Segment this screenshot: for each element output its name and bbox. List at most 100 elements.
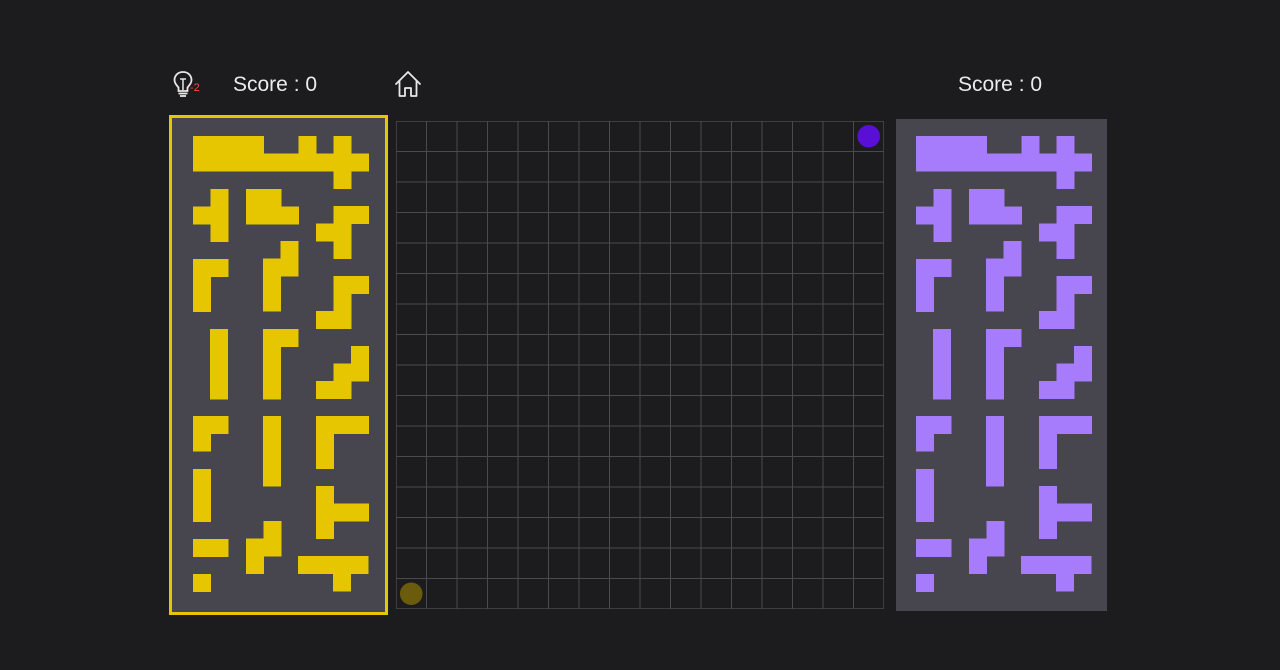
piece-cell	[263, 521, 282, 539]
piece-cell	[1056, 223, 1075, 242]
player-right-piece[interactable]	[969, 521, 1005, 574]
piece-cell	[1056, 136, 1075, 154]
piece-cell	[263, 381, 281, 400]
player-left-piece[interactable]	[298, 556, 369, 592]
player-left-piece[interactable]	[193, 469, 211, 522]
piece-cell	[986, 538, 1005, 557]
player-left-piece[interactable]	[316, 486, 369, 539]
piece-cell	[1004, 153, 1022, 172]
piece-cell	[986, 329, 1004, 347]
player-right-piece[interactable]	[986, 329, 1022, 400]
player-right-piece[interactable]	[969, 136, 1040, 172]
piece-cell	[193, 574, 211, 592]
piece-cell	[916, 153, 934, 172]
player-left-piece[interactable]	[316, 346, 369, 399]
player-right-piece[interactable]	[916, 574, 934, 592]
player-left-piece[interactable]	[263, 416, 281, 487]
piece-cell	[986, 206, 1005, 225]
piece-cell	[916, 276, 934, 295]
piece-cell	[246, 556, 264, 574]
player-right-piece[interactable]	[986, 241, 1022, 312]
player-right-piece[interactable]	[969, 189, 1022, 225]
player-right-piece[interactable]	[916, 469, 934, 522]
player-right-piece[interactable]	[916, 539, 952, 557]
piece-cell	[916, 504, 934, 522]
player-right-piece[interactable]	[1039, 136, 1092, 189]
piece-cell	[210, 153, 229, 172]
piece-cell	[1039, 311, 1057, 329]
piece-cell	[350, 556, 369, 574]
player-right-piece[interactable]	[1039, 416, 1092, 469]
piece-cell	[1003, 329, 1022, 347]
player-right-piece[interactable]	[916, 189, 952, 242]
piece-cell	[193, 276, 211, 295]
piece-cell	[933, 153, 952, 172]
player-right-piece[interactable]	[916, 416, 952, 452]
piece-cell	[969, 153, 987, 172]
player-left-piece[interactable]	[193, 416, 229, 452]
piece-cell	[193, 136, 211, 154]
player-left-piece[interactable]	[316, 416, 369, 469]
piece-cell	[333, 311, 352, 329]
piece-cell	[986, 276, 1004, 294]
player-left-piece[interactable]	[263, 241, 299, 312]
player-right-piece[interactable]	[1039, 346, 1092, 399]
piece-cell	[1021, 556, 1039, 574]
piece-cell	[246, 136, 264, 154]
player-left-piece[interactable]	[316, 206, 369, 259]
game-board[interactable]	[395, 120, 885, 610]
player-right-piece[interactable]	[1021, 556, 1092, 592]
player-right-piece[interactable]	[933, 329, 951, 400]
piece-cell	[280, 258, 299, 277]
player-right-piece[interactable]	[916, 259, 952, 312]
piece-cell	[263, 206, 282, 225]
piece-cell	[969, 556, 987, 574]
piece-cell	[969, 538, 987, 557]
piece-cell	[193, 416, 211, 434]
piece-cell	[986, 381, 1004, 400]
piece-cell	[333, 136, 352, 154]
player-left-piece[interactable]	[246, 521, 282, 574]
piece-cell	[933, 364, 951, 382]
piece-cell	[333, 153, 352, 172]
piece-cell	[263, 346, 281, 365]
piece-cell	[263, 153, 282, 172]
player-left-piece[interactable]	[316, 136, 369, 189]
player-right-piece[interactable]	[1039, 486, 1092, 539]
piece-cell	[1056, 556, 1074, 574]
piece-cell	[210, 329, 228, 347]
piece-cell	[263, 276, 281, 294]
player-left-piece[interactable]	[193, 259, 229, 312]
piece-cell	[1074, 416, 1092, 434]
player-left-piece[interactable]	[193, 574, 211, 592]
piece-cell	[1039, 486, 1057, 504]
piece-cell	[228, 153, 246, 172]
home-icon	[395, 71, 421, 97]
player-right-piece[interactable]	[1039, 276, 1092, 329]
player-left-piece[interactable]	[210, 329, 228, 400]
hint-button[interactable]: -2	[172, 70, 208, 100]
piece-cell	[333, 363, 352, 382]
player-left-piece[interactable]	[246, 136, 317, 172]
home-button[interactable]	[393, 69, 423, 99]
piece-cell	[986, 521, 1005, 539]
player-left-piece[interactable]	[246, 189, 299, 225]
piece-cell	[193, 486, 211, 505]
piece-cell	[986, 189, 1005, 207]
piece-cell	[986, 451, 1004, 469]
player-left-piece[interactable]	[263, 329, 299, 400]
piece-cell	[316, 521, 334, 539]
piece-cell	[263, 258, 281, 277]
player-left-piece[interactable]	[193, 189, 229, 242]
piece-cell	[316, 223, 334, 242]
player-left-piece[interactable]	[193, 539, 229, 557]
piece-cell	[193, 294, 211, 312]
piece-cell	[1021, 136, 1040, 154]
piece-cell	[210, 364, 228, 382]
player-right-piece[interactable]	[986, 416, 1004, 487]
piece-cell	[281, 206, 299, 225]
player-right-piece[interactable]	[1039, 206, 1092, 259]
player-left-piece[interactable]	[316, 276, 369, 329]
piece-cell	[986, 364, 1004, 382]
piece-cell	[1056, 293, 1075, 312]
